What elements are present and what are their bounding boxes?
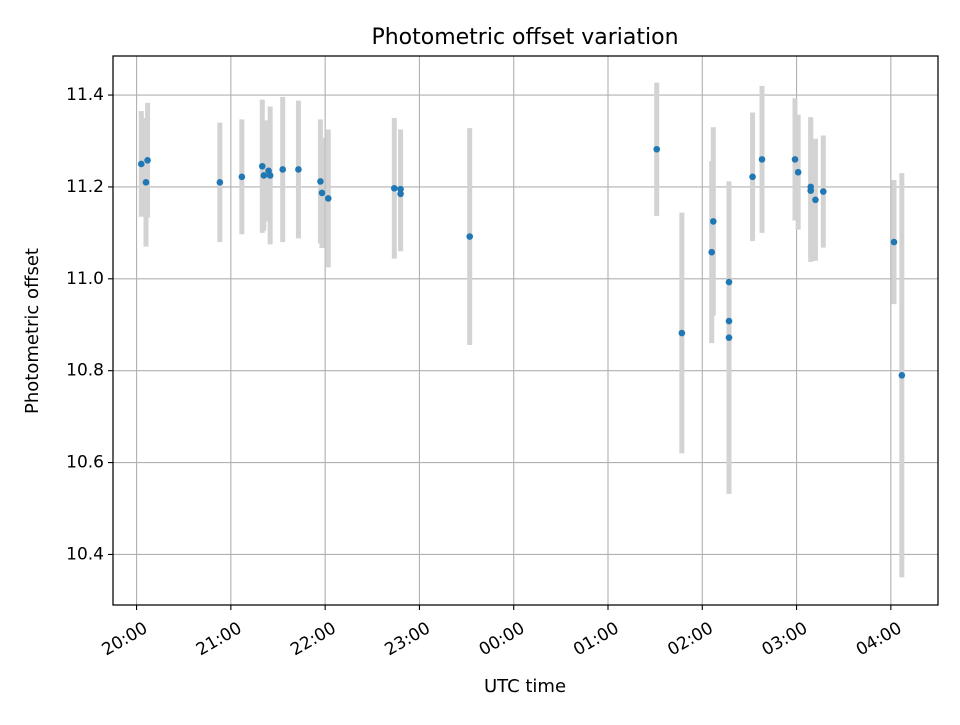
data-point	[397, 190, 404, 198]
data-point	[708, 248, 716, 256]
data-point	[324, 195, 332, 202]
data-point	[890, 238, 898, 246]
y-tick-label: 11.4	[66, 85, 104, 105]
data-point	[266, 172, 274, 179]
plot-area-frame	[112, 55, 939, 606]
data-point	[794, 168, 802, 176]
data-point	[295, 166, 302, 173]
data-point	[819, 188, 827, 195]
data-point	[397, 185, 404, 193]
data-point	[238, 173, 246, 181]
data-point	[390, 185, 398, 192]
y-axis-ticks: 10.4 10.6 10.8 11.0 11.2 11.4	[66, 85, 113, 564]
data-point	[758, 156, 766, 163]
data-point	[807, 187, 815, 194]
x-axis-label: UTC time	[484, 676, 566, 697]
data-point	[216, 179, 224, 186]
data-point	[725, 278, 733, 286]
data-point	[749, 173, 756, 181]
data-point	[144, 156, 151, 164]
data-point	[318, 189, 326, 197]
data-point	[137, 160, 145, 168]
data-point	[725, 317, 733, 325]
y-tick-label: 10.4	[66, 544, 104, 564]
chart-title: Photometric offset variation	[371, 25, 678, 50]
y-tick-label: 11.0	[66, 269, 104, 289]
y-tick-label: 10.8	[66, 361, 104, 381]
y-axis-label: Photometric offset	[22, 248, 43, 414]
data-point	[725, 334, 733, 341]
data-point	[260, 172, 268, 179]
data-point	[898, 371, 906, 379]
data-points	[137, 145, 906, 379]
data-point	[317, 178, 324, 185]
data-point	[466, 233, 474, 240]
y-tick-label: 10.6	[66, 453, 104, 473]
data-point	[653, 145, 661, 153]
data-point	[709, 218, 717, 225]
data-point	[142, 179, 150, 186]
data-point	[812, 196, 819, 204]
data-point	[258, 162, 266, 170]
data-point	[678, 329, 686, 337]
data-point	[791, 156, 799, 163]
data-point	[279, 166, 287, 173]
y-tick-label: 11.2	[66, 177, 104, 197]
